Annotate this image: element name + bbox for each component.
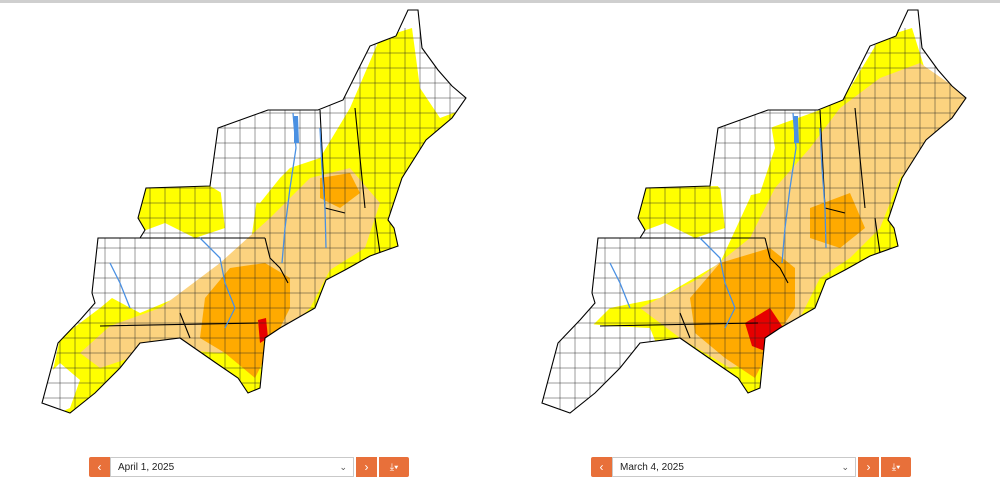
download-icon: ⤓▾ (389, 461, 399, 473)
river-connecticut (319, 127, 327, 249)
no-drought-wv (542, 323, 660, 413)
drought-map-april (41, 9, 467, 414)
download-icon: ⤓▾ (891, 461, 901, 473)
river-connecticut (819, 127, 827, 249)
next-date-button[interactable]: › (858, 457, 879, 477)
river-susquehanna (199, 237, 236, 329)
river-ohio (609, 262, 631, 309)
region-outline (41, 9, 467, 414)
no-drought-sw (42, 363, 80, 413)
d0-area-ny (130, 186, 225, 238)
no-drought-upper-ny (210, 108, 320, 203)
no-drought-ny (715, 118, 775, 200)
previous-date-button[interactable]: ‹ (89, 457, 110, 477)
date-controls-march: ‹ March 4, 2025 ⌄ › ⤓▾ (591, 457, 911, 477)
chevron-right-icon: › (866, 460, 871, 474)
download-button[interactable]: ⤓▾ (881, 457, 911, 477)
date-select[interactable]: March 4, 2025 ⌄ (612, 457, 856, 477)
lake-champlain (794, 116, 799, 143)
no-drought-wpa (98, 236, 205, 300)
download-button[interactable]: ⤓▾ (379, 457, 409, 477)
drought-map-march (541, 9, 967, 414)
river-ohio (109, 262, 131, 309)
chevron-left-icon: ‹ (599, 460, 604, 474)
d0-area-ny (630, 186, 725, 238)
chevron-down-icon: ⌄ (841, 461, 849, 472)
no-drought-wpa (598, 236, 700, 298)
date-select-value: March 4, 2025 (620, 461, 684, 473)
map-panel-april: ‹ April 1, 2025 ⌄ › ⤓▾ (41, 9, 467, 477)
region-outline (541, 9, 967, 414)
date-select-value: April 1, 2025 (118, 461, 175, 473)
chevron-down-icon: ⌄ (339, 461, 347, 472)
d3-area (258, 318, 268, 343)
top-border (0, 0, 1000, 3)
d2-area-ne (810, 193, 865, 248)
map-panel-march: ‹ March 4, 2025 ⌄ › ⤓▾ (500, 0, 1000, 492)
next-date-button[interactable]: › (356, 457, 377, 477)
river-susquehanna (699, 237, 736, 329)
lake-champlain (294, 116, 299, 143)
previous-date-button[interactable]: ‹ (591, 457, 612, 477)
chevron-right-icon: › (364, 460, 369, 474)
date-controls-april: ‹ April 1, 2025 ⌄ › ⤓▾ (89, 457, 409, 477)
chevron-left-icon: ‹ (97, 460, 102, 474)
date-select[interactable]: April 1, 2025 ⌄ (110, 457, 354, 477)
